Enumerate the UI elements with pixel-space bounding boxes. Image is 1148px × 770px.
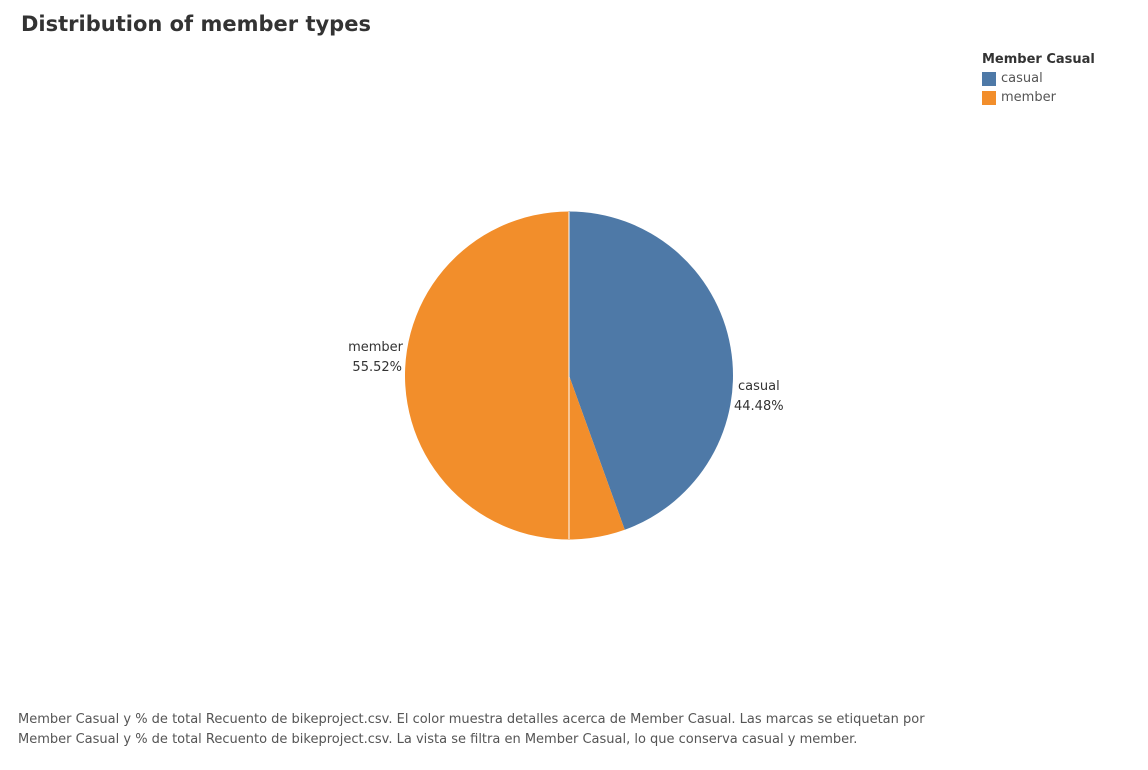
slice-label-casual-value: 44.48%	[734, 399, 784, 414]
legend-swatch-casual	[982, 71, 996, 86]
chart-title: Distribution of member types	[21, 12, 371, 36]
legend-swatch-member	[982, 90, 996, 105]
pie-chart: casual 44.48% member 55.52%	[348, 211, 784, 540]
pie-slice-member[interactable]	[404, 211, 625, 540]
pie-slice-casual[interactable]	[569, 211, 733, 530]
legend-item-casual[interactable]: casual	[982, 69, 1095, 88]
chart-caption: Member Casual y % de total Recuento de b…	[18, 712, 925, 747]
slice-label-member-name: member	[348, 340, 404, 355]
legend-item-member[interactable]: member	[982, 88, 1095, 107]
legend-label-member: member	[1001, 90, 1056, 105]
legend-label-casual: casual	[1001, 71, 1043, 86]
slice-label-casual-name: casual	[738, 379, 780, 394]
legend-title: Member Casual	[982, 52, 1095, 67]
slice-label-member-value: 55.52%	[352, 360, 402, 375]
legend: Member Casual casual member	[982, 51, 1095, 107]
